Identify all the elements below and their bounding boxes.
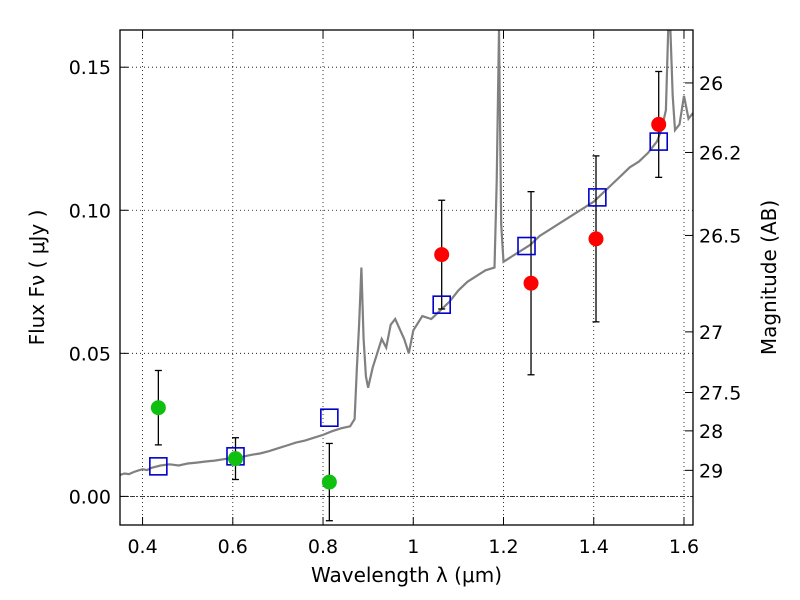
model-photometry-square-3: [432, 295, 451, 314]
x-tick-label-4: 1.2: [488, 536, 518, 558]
model-photometry-square-2: [320, 408, 339, 428]
model-sed-line: [120, 30, 693, 476]
x-tick-label-3: 1: [407, 536, 419, 558]
right-tick-label-3: 27: [699, 322, 723, 344]
x-tick-label-6: 1.6: [669, 536, 699, 558]
right-tick-label-5: 28: [699, 421, 723, 443]
observed-long-point-3: [651, 116, 667, 132]
observed-short-point-2: [321, 474, 337, 490]
model-photometry-square-5: [588, 188, 607, 207]
y-tick-label-2: 0.10: [69, 200, 111, 222]
y-tick-label-1: 0.05: [69, 343, 111, 365]
x-tick-label-2: 0.8: [308, 536, 338, 558]
data-points: [149, 116, 669, 490]
x-tick-label-1: 0.6: [218, 536, 248, 558]
observed-long-point-2: [588, 231, 604, 247]
axis-ticks: 0.4 0.6 0.8 1 1.2 1.4 1.6 0.00 0.05 0.10 0.15 26 26.…: [69, 30, 741, 558]
x-axis-label: Wavelength λ (μm): [311, 563, 502, 587]
observed-short-point-0: [150, 400, 166, 416]
observed-long-point-0: [434, 247, 450, 263]
right-y-axis-label: Magnitude (AB): [757, 200, 781, 355]
right-tick-label-1: 26.2: [699, 142, 741, 164]
grid: [120, 30, 693, 525]
y-axis-label: Flux Fν ( μJy ): [25, 210, 49, 346]
model-photometry-square-4: [517, 236, 536, 256]
y-tick-label-3: 0.15: [69, 57, 111, 79]
observed-long-point-1: [523, 275, 539, 291]
y-tick-label-0: 0.00: [69, 486, 111, 508]
observed-short-point-1: [228, 451, 244, 467]
x-tick-label-5: 1.4: [579, 536, 609, 558]
right-tick-label-6: 29: [699, 460, 723, 482]
right-tick-label-0: 26: [699, 73, 723, 95]
model-photometry-square-0: [149, 457, 168, 476]
plot-frame: [119, 29, 694, 526]
right-tick-label-2: 26.5: [699, 225, 741, 247]
right-tick-label-4: 27.5: [699, 383, 741, 405]
model-sed-path: [120, 30, 693, 476]
x-tick-label-0: 0.4: [127, 536, 157, 558]
model-photometry-square-6: [649, 132, 669, 151]
